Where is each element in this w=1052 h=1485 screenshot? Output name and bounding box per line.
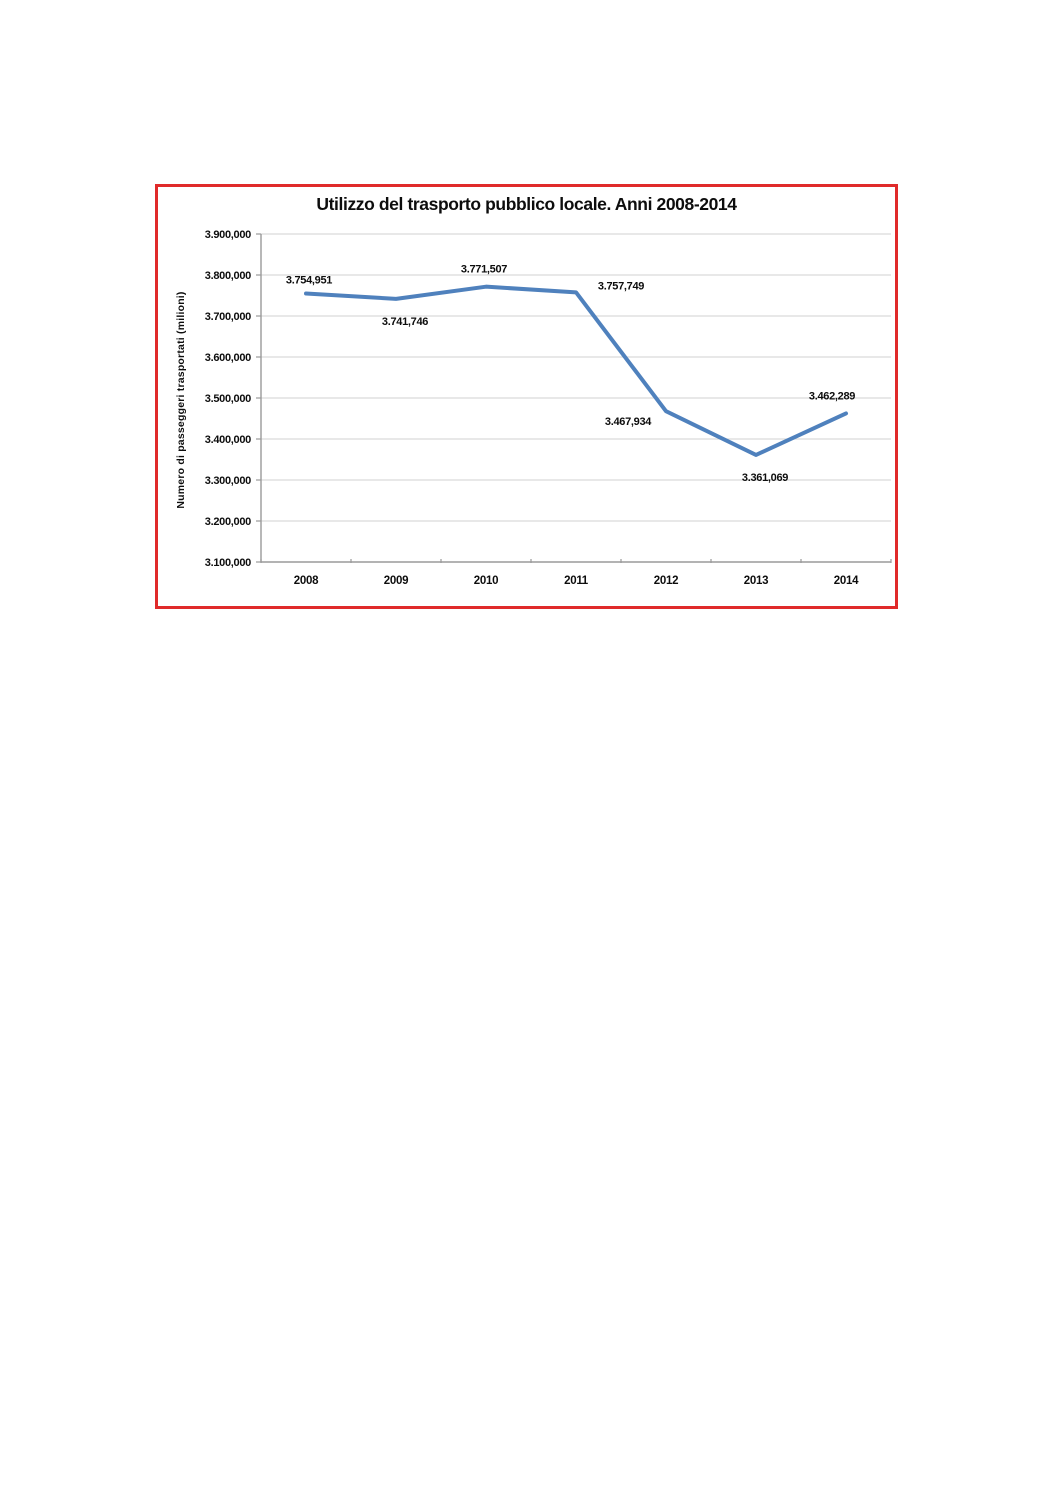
- x-tick-label: 2009: [384, 575, 408, 587]
- x-tick-label: 2013: [744, 575, 768, 587]
- data-point-label: 3.361,069: [742, 472, 788, 484]
- x-tick-label: 2011: [564, 575, 589, 587]
- y-tick-label: 3.900,000: [205, 229, 251, 241]
- line-chart: 3.100,000 3.200,000 3.300,000 3.400,000 3.50…: [205, 229, 892, 587]
- chart-frame: Utilizzo del trasporto pubblico locale. …: [155, 184, 898, 609]
- x-tick-label: 2008: [294, 575, 319, 587]
- x-tick-label: 2014: [834, 575, 859, 587]
- series-line: [304, 284, 848, 457]
- y-tick-label: 3.800,000: [205, 270, 251, 282]
- y-tick-label: 3.100,000: [205, 557, 251, 569]
- data-point-label: 3.462,289: [809, 390, 855, 402]
- x-tick-label: 2012: [654, 575, 678, 587]
- data-point-label: 3.754,951: [286, 274, 332, 286]
- chart-title: Utilizzo del trasporto pubblico locale. …: [316, 194, 737, 214]
- data-point-label: 3.467,934: [605, 416, 652, 428]
- y-tick-label: 3.700,000: [205, 311, 251, 323]
- y-tick-label: 3.200,000: [205, 516, 251, 528]
- data-point-label: 3.741,746: [382, 316, 428, 328]
- data-point-label: 3.757,749: [598, 280, 644, 292]
- y-tick-label: 3.600,000: [205, 352, 251, 364]
- y-tick-label: 3.400,000: [205, 434, 251, 446]
- x-tick-label: 2010: [474, 575, 498, 587]
- y-tick-label: 3.500,000: [205, 393, 251, 405]
- data-point-label: 3.771,507: [461, 264, 507, 276]
- y-tick-label: 3.300,000: [205, 475, 251, 487]
